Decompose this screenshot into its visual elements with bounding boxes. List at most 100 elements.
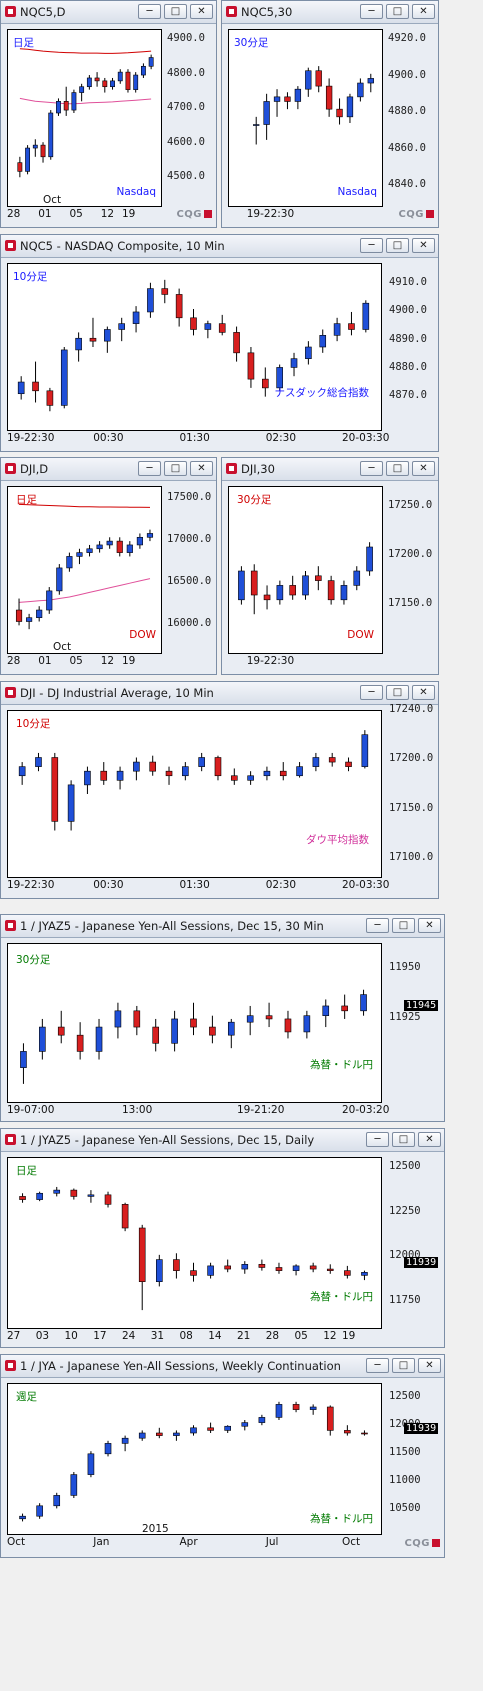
minimize-button[interactable]: ─ — [138, 461, 161, 476]
candle-body-1 — [250, 570, 258, 596]
candle-body-15 — [233, 332, 240, 354]
chart-plot[interactable]: 30分足 Nasdaq — [228, 29, 383, 207]
chart-window-jyaz5-daily[interactable]: 1 / JYAZ5 - Japanese Yen-All Sessions, D… — [0, 1128, 445, 1348]
candle-body-3 — [46, 590, 53, 611]
candle-body-1 — [263, 101, 270, 125]
y-tick-label: 17200.0 — [388, 548, 433, 560]
source-label: DOW — [129, 629, 156, 641]
title-bar[interactable]: 1 / JYA - Japanese Yen-All Sessions, Wee… — [1, 1355, 444, 1378]
x-tick-label: 05 — [69, 655, 83, 667]
candle-body-20 — [361, 1432, 368, 1435]
title-bar[interactable]: NQC5,D ─ □ ✕ — [1, 1, 216, 24]
chart-window-nqc5-30min[interactable]: NQC5,30 ─ □ ✕ 30分足 Nasdaq 4920.0 4900.0 48… — [221, 0, 439, 228]
chart-window-nqc5-daily[interactable]: NQC5,D ─ □ ✕ 日足 Nasdaq Oct 4900.0 4800.0 4… — [0, 0, 217, 228]
x-tick-label: 19-07:00 — [7, 1104, 55, 1116]
x-tick-label: 27 — [7, 1330, 21, 1342]
y-tick-label: 17240.0 — [389, 703, 434, 715]
candle-body-12 — [136, 536, 143, 546]
candle-body-14 — [284, 1018, 292, 1033]
chart-plot[interactable]: 30分足 DOW — [228, 486, 383, 654]
maximize-button[interactable]: □ — [386, 461, 409, 476]
maximize-button[interactable]: □ — [386, 238, 409, 253]
minimize-button[interactable]: ─ — [138, 4, 161, 19]
minimize-button[interactable]: ─ — [366, 918, 389, 933]
chart-plot[interactable]: 日足 DOW Oct — [7, 486, 162, 654]
candle-body-0 — [238, 570, 245, 601]
close-button[interactable]: ✕ — [412, 461, 435, 476]
y-tick-label: 4900.0 — [389, 304, 427, 317]
maximize-button[interactable]: □ — [386, 4, 409, 19]
x-axis: Oct Jan Apr Jul Oct — [7, 1536, 382, 1550]
candle-body-8 — [96, 544, 103, 550]
window-title: DJI,D — [20, 462, 49, 476]
minimize-button[interactable]: ─ — [366, 1358, 389, 1373]
candle-body-14 — [125, 71, 131, 90]
candle-body-11 — [367, 78, 374, 84]
title-bar[interactable]: DJI,30 ─ □ ✕ — [222, 458, 438, 481]
chart-plot[interactable]: 日足 為替・ドル円 — [7, 1157, 382, 1329]
maximize-button[interactable]: □ — [392, 1358, 415, 1373]
chart-window-jyaz5-30min[interactable]: 1 / JYAZ5 - Japanese Yen-All Sessions, D… — [0, 914, 445, 1122]
close-button[interactable]: ✕ — [412, 238, 435, 253]
chart-window-dji-daily[interactable]: DJI,D ─ □ ✕ 日足 DOW Oct 17500.0 17000.0 165… — [0, 457, 217, 675]
timeframe-label: 日足 — [16, 494, 37, 506]
chart-plot[interactable]: 日足 Nasdaq Oct — [7, 29, 162, 207]
maximize-button[interactable]: □ — [392, 918, 415, 933]
maximize-button[interactable]: □ — [392, 1132, 415, 1147]
window-title: DJI,30 — [241, 462, 275, 476]
maximize-button[interactable]: □ — [164, 4, 187, 19]
cqg-logo-icon — [226, 6, 237, 17]
y-axis: 4920.0 4900.0 4880.0 4860.0 4840.0 — [388, 29, 436, 207]
window-title: 1 / JYAZ5 - Japanese Yen-All Sessions, D… — [20, 919, 324, 933]
source-label: 為替・ドル円 — [310, 1513, 373, 1525]
candlestick-chart — [18, 730, 369, 831]
minimize-button[interactable]: ─ — [360, 461, 383, 476]
timeframe-label: 10分足 — [13, 271, 48, 283]
maximize-button[interactable]: □ — [164, 461, 187, 476]
chart-plot[interactable]: 10分足 ナスダック総合指数 — [7, 263, 382, 431]
candle-body-13 — [241, 1422, 249, 1427]
close-button[interactable]: ✕ — [412, 4, 435, 19]
chart-window-dji-10min[interactable]: DJI - DJ Industrial Average, 10 Min ─ □ … — [0, 681, 439, 899]
maximize-button[interactable]: □ — [386, 685, 409, 700]
close-button[interactable]: ✕ — [418, 1132, 441, 1147]
title-bar[interactable]: NQC5,30 ─ □ ✕ — [222, 1, 438, 24]
y-tick-label: 4910.0 — [389, 276, 427, 288]
cqg-logo-icon — [226, 463, 237, 474]
chart-plot[interactable]: 週足 為替・ドル円 2015 — [7, 1383, 382, 1535]
candle-body-1 — [25, 147, 31, 172]
title-bar[interactable]: DJI,D ─ □ ✕ — [1, 458, 216, 481]
close-button[interactable]: ✕ — [190, 461, 213, 476]
close-button[interactable]: ✕ — [412, 685, 435, 700]
x-tick-label: Oct — [7, 1536, 26, 1548]
candle-body-15 — [275, 1267, 283, 1271]
chart-window-nqc5-10min[interactable]: NQC5 - NASDAQ Composite, 10 Min ─ □ ✕ 10… — [0, 234, 439, 452]
chart-plot[interactable]: 30分足 為替・ドル円 — [7, 943, 382, 1103]
minimize-button[interactable]: ─ — [366, 1132, 389, 1147]
candlestick-chart — [19, 1186, 368, 1311]
candle-body-19 — [344, 1270, 351, 1276]
title-bar[interactable]: 1 / JYAZ5 - Japanese Yen-All Sessions, D… — [1, 915, 444, 938]
minimize-button[interactable]: ─ — [360, 685, 383, 700]
candlestick-chart — [253, 66, 374, 145]
cqg-logo-icon — [5, 1360, 16, 1371]
chart-plot[interactable]: 10分足 ダウ平均指数 — [7, 710, 382, 878]
chart-window-jya-weekly[interactable]: 1 / JYA - Japanese Yen-All Sessions, Wee… — [0, 1354, 445, 1558]
title-bar[interactable]: NQC5 - NASDAQ Composite, 10 Min ─ □ ✕ — [1, 235, 438, 258]
candle-body-11 — [102, 80, 108, 88]
close-button[interactable]: ✕ — [190, 4, 213, 19]
source-label: ナスダック総合指数 — [274, 387, 370, 399]
x-tick-label: Apr — [179, 1536, 198, 1548]
close-button[interactable]: ✕ — [418, 918, 441, 933]
x-tick-label: 12 — [100, 655, 115, 667]
title-bar[interactable]: 1 / JYAZ5 - Japanese Yen-All Sessions, D… — [1, 1129, 444, 1152]
x-tick-label: 20-03:30 — [342, 432, 390, 444]
candle-body-3 — [284, 96, 291, 102]
close-button[interactable]: ✕ — [418, 1358, 441, 1373]
title-bar[interactable]: DJI - DJ Industrial Average, 10 Min ─ □ … — [1, 682, 438, 705]
candle-body-21 — [361, 734, 369, 767]
minimize-button[interactable]: ─ — [360, 238, 383, 253]
candle-body-16 — [292, 1265, 300, 1271]
minimize-button[interactable]: ─ — [360, 4, 383, 19]
chart-window-dji-30min[interactable]: DJI,30 ─ □ ✕ 30分足 DOW 17250.0 17200.0 1715… — [221, 457, 439, 675]
